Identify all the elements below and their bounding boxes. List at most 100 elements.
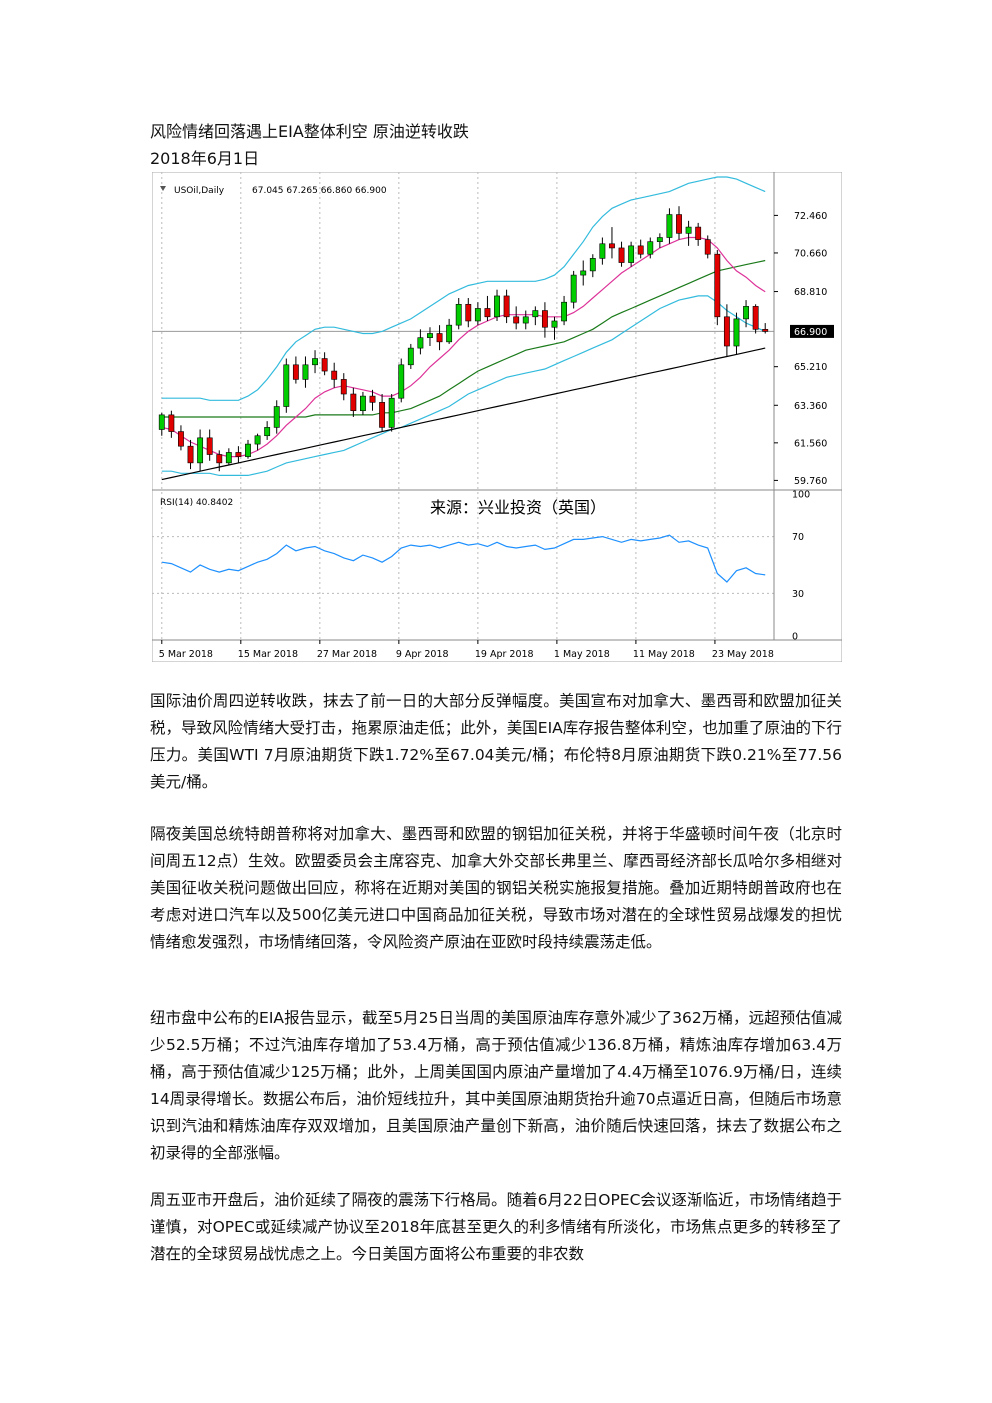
candle-body [273, 406, 280, 428]
candle-body [513, 316, 520, 324]
ma-short-line [161, 236, 766, 458]
candle-down [541, 302, 548, 338]
rsi-tick-label: 100 [792, 490, 810, 501]
paragraph-1: 国际油价周四逆转收跌，抹去了前一日的大部分反弹幅度。美国宣布对加拿大、墨西哥和欧… [150, 692, 842, 791]
chart-grid [152, 172, 774, 640]
candle-down [695, 222, 702, 246]
candle-down [292, 356, 299, 384]
candle-up [599, 237, 606, 265]
date-tick-label: 9 Apr 2018 [396, 649, 449, 660]
candle-body [609, 243, 615, 249]
candle-body [570, 274, 577, 303]
candle-down [206, 429, 213, 461]
candle-body [321, 358, 328, 372]
current-price-label: 66.900 [794, 327, 827, 338]
candle-up [273, 400, 280, 434]
candle-body [178, 431, 184, 447]
price-tick-label: 72.460 [794, 211, 827, 222]
price-chart: 5 Mar 2018 15 Mar 2018 27 Mar 2018 9 Apr 20… [152, 172, 842, 662]
candle-down [321, 352, 328, 376]
candle-body [541, 310, 548, 328]
candle-up [302, 356, 309, 388]
chevron-down-icon [160, 186, 166, 191]
candle-body [312, 358, 318, 366]
paragraph-2: 隔夜美国总统特朗普称将对加拿大、墨西哥和欧盟的钢铝加征关税，并将于华盛顿时间午夜… [150, 825, 842, 951]
candles [158, 206, 769, 472]
candle-body [216, 454, 223, 464]
candle-up [628, 241, 635, 267]
ma-long-line [161, 347, 766, 481]
candle-down [379, 394, 386, 432]
rsi-tick-label: 30 [792, 589, 804, 600]
candle-down [714, 250, 721, 326]
candle-up [197, 429, 204, 472]
candle-down [484, 295, 491, 321]
price-tick-label: 68.810 [794, 287, 827, 298]
price-tick-label: 70.660 [794, 248, 827, 259]
candle-body [407, 347, 414, 366]
candle-body [235, 452, 242, 457]
candle-body [245, 443, 251, 457]
candle-up [427, 327, 433, 347]
candle-down [187, 439, 194, 470]
candle-down [704, 235, 711, 259]
chart-watermark: 来源：兴业投资（英国） [430, 498, 606, 517]
candle-down [637, 239, 644, 259]
candle-down [723, 304, 730, 357]
candle-up [474, 302, 481, 326]
candle-down [762, 323, 769, 334]
candle-up [532, 306, 539, 326]
candle-body [254, 435, 261, 445]
candle-up [398, 358, 405, 403]
candle-body [398, 364, 405, 399]
candle-body [484, 308, 491, 318]
candle-up [666, 208, 673, 244]
candle-up [264, 421, 271, 440]
candle-up [245, 439, 251, 459]
article-date: 2018年6月1日 [150, 149, 260, 168]
date-tick-label: 5 Mar 2018 [159, 649, 213, 660]
candle-body [436, 333, 443, 343]
bollinger-upper-line [161, 176, 766, 401]
candle-up [417, 329, 424, 355]
candle-body [647, 241, 654, 255]
candle-body [283, 364, 290, 407]
candle-body [264, 427, 271, 437]
rsi-panel [161, 534, 766, 583]
article-title: 风险情绪回落遇上EIA整体利空 原油逆转收跌 [150, 122, 469, 141]
candle-body [656, 237, 663, 242]
candle-up [494, 289, 500, 321]
candle-up [455, 298, 462, 330]
candle-body [532, 310, 539, 318]
candle-body [666, 214, 673, 238]
candle-up [225, 448, 232, 465]
candle-body [695, 226, 702, 240]
candle-down [465, 298, 472, 328]
candle-body [427, 333, 433, 338]
candle-up [589, 254, 596, 278]
candle-body [292, 364, 299, 380]
candle-body [762, 329, 769, 332]
candle-down [436, 325, 443, 351]
date-tick-label: 15 Mar 2018 [238, 649, 298, 660]
candle-up [561, 295, 568, 326]
date-tick-label: 23 May 2018 [712, 649, 774, 660]
chart-axes: 5 Mar 2018 15 Mar 2018 27 Mar 2018 9 Apr 20… [159, 211, 834, 660]
candle-body [350, 393, 357, 412]
candle-up [656, 233, 663, 248]
paragraph-3: 纽市盘中公布的EIA报告显示，截至5月25日当周的美国原油库存意外减少了362万… [150, 1009, 842, 1162]
candle-up [283, 358, 290, 413]
indicator-lines [161, 176, 766, 481]
candle-body [503, 295, 510, 318]
candle-body [723, 316, 730, 347]
candle-up [570, 270, 577, 309]
candle-body [369, 395, 376, 403]
candle-up [551, 316, 558, 340]
candle-body [388, 397, 395, 428]
candle-down [752, 304, 759, 334]
candle-up [359, 391, 366, 415]
candle-body [733, 318, 740, 347]
date-tick-label: 27 Mar 2018 [317, 649, 377, 660]
candle-body [628, 245, 635, 263]
candle-body [704, 239, 711, 255]
